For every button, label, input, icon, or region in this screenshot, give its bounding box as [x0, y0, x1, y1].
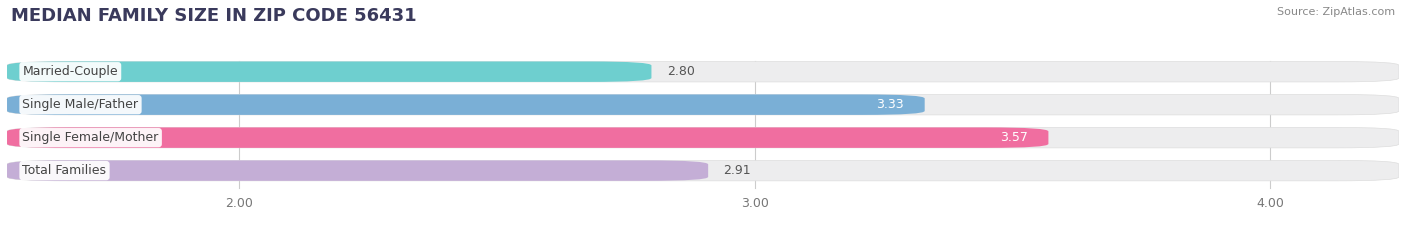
FancyBboxPatch shape: [7, 94, 925, 115]
Text: 3.33: 3.33: [876, 98, 904, 111]
FancyBboxPatch shape: [7, 160, 1399, 181]
Text: 2.91: 2.91: [724, 164, 751, 177]
FancyBboxPatch shape: [7, 127, 1049, 148]
Text: Married-Couple: Married-Couple: [22, 65, 118, 78]
Text: Single Female/Mother: Single Female/Mother: [22, 131, 159, 144]
Text: Single Male/Father: Single Male/Father: [22, 98, 139, 111]
FancyBboxPatch shape: [7, 127, 1399, 148]
Text: MEDIAN FAMILY SIZE IN ZIP CODE 56431: MEDIAN FAMILY SIZE IN ZIP CODE 56431: [11, 7, 416, 25]
Text: 3.57: 3.57: [1000, 131, 1028, 144]
FancyBboxPatch shape: [7, 62, 1399, 82]
FancyBboxPatch shape: [7, 160, 709, 181]
Text: Total Families: Total Families: [22, 164, 107, 177]
FancyBboxPatch shape: [7, 62, 651, 82]
Text: Source: ZipAtlas.com: Source: ZipAtlas.com: [1277, 7, 1395, 17]
Text: 2.80: 2.80: [666, 65, 695, 78]
FancyBboxPatch shape: [7, 94, 1399, 115]
